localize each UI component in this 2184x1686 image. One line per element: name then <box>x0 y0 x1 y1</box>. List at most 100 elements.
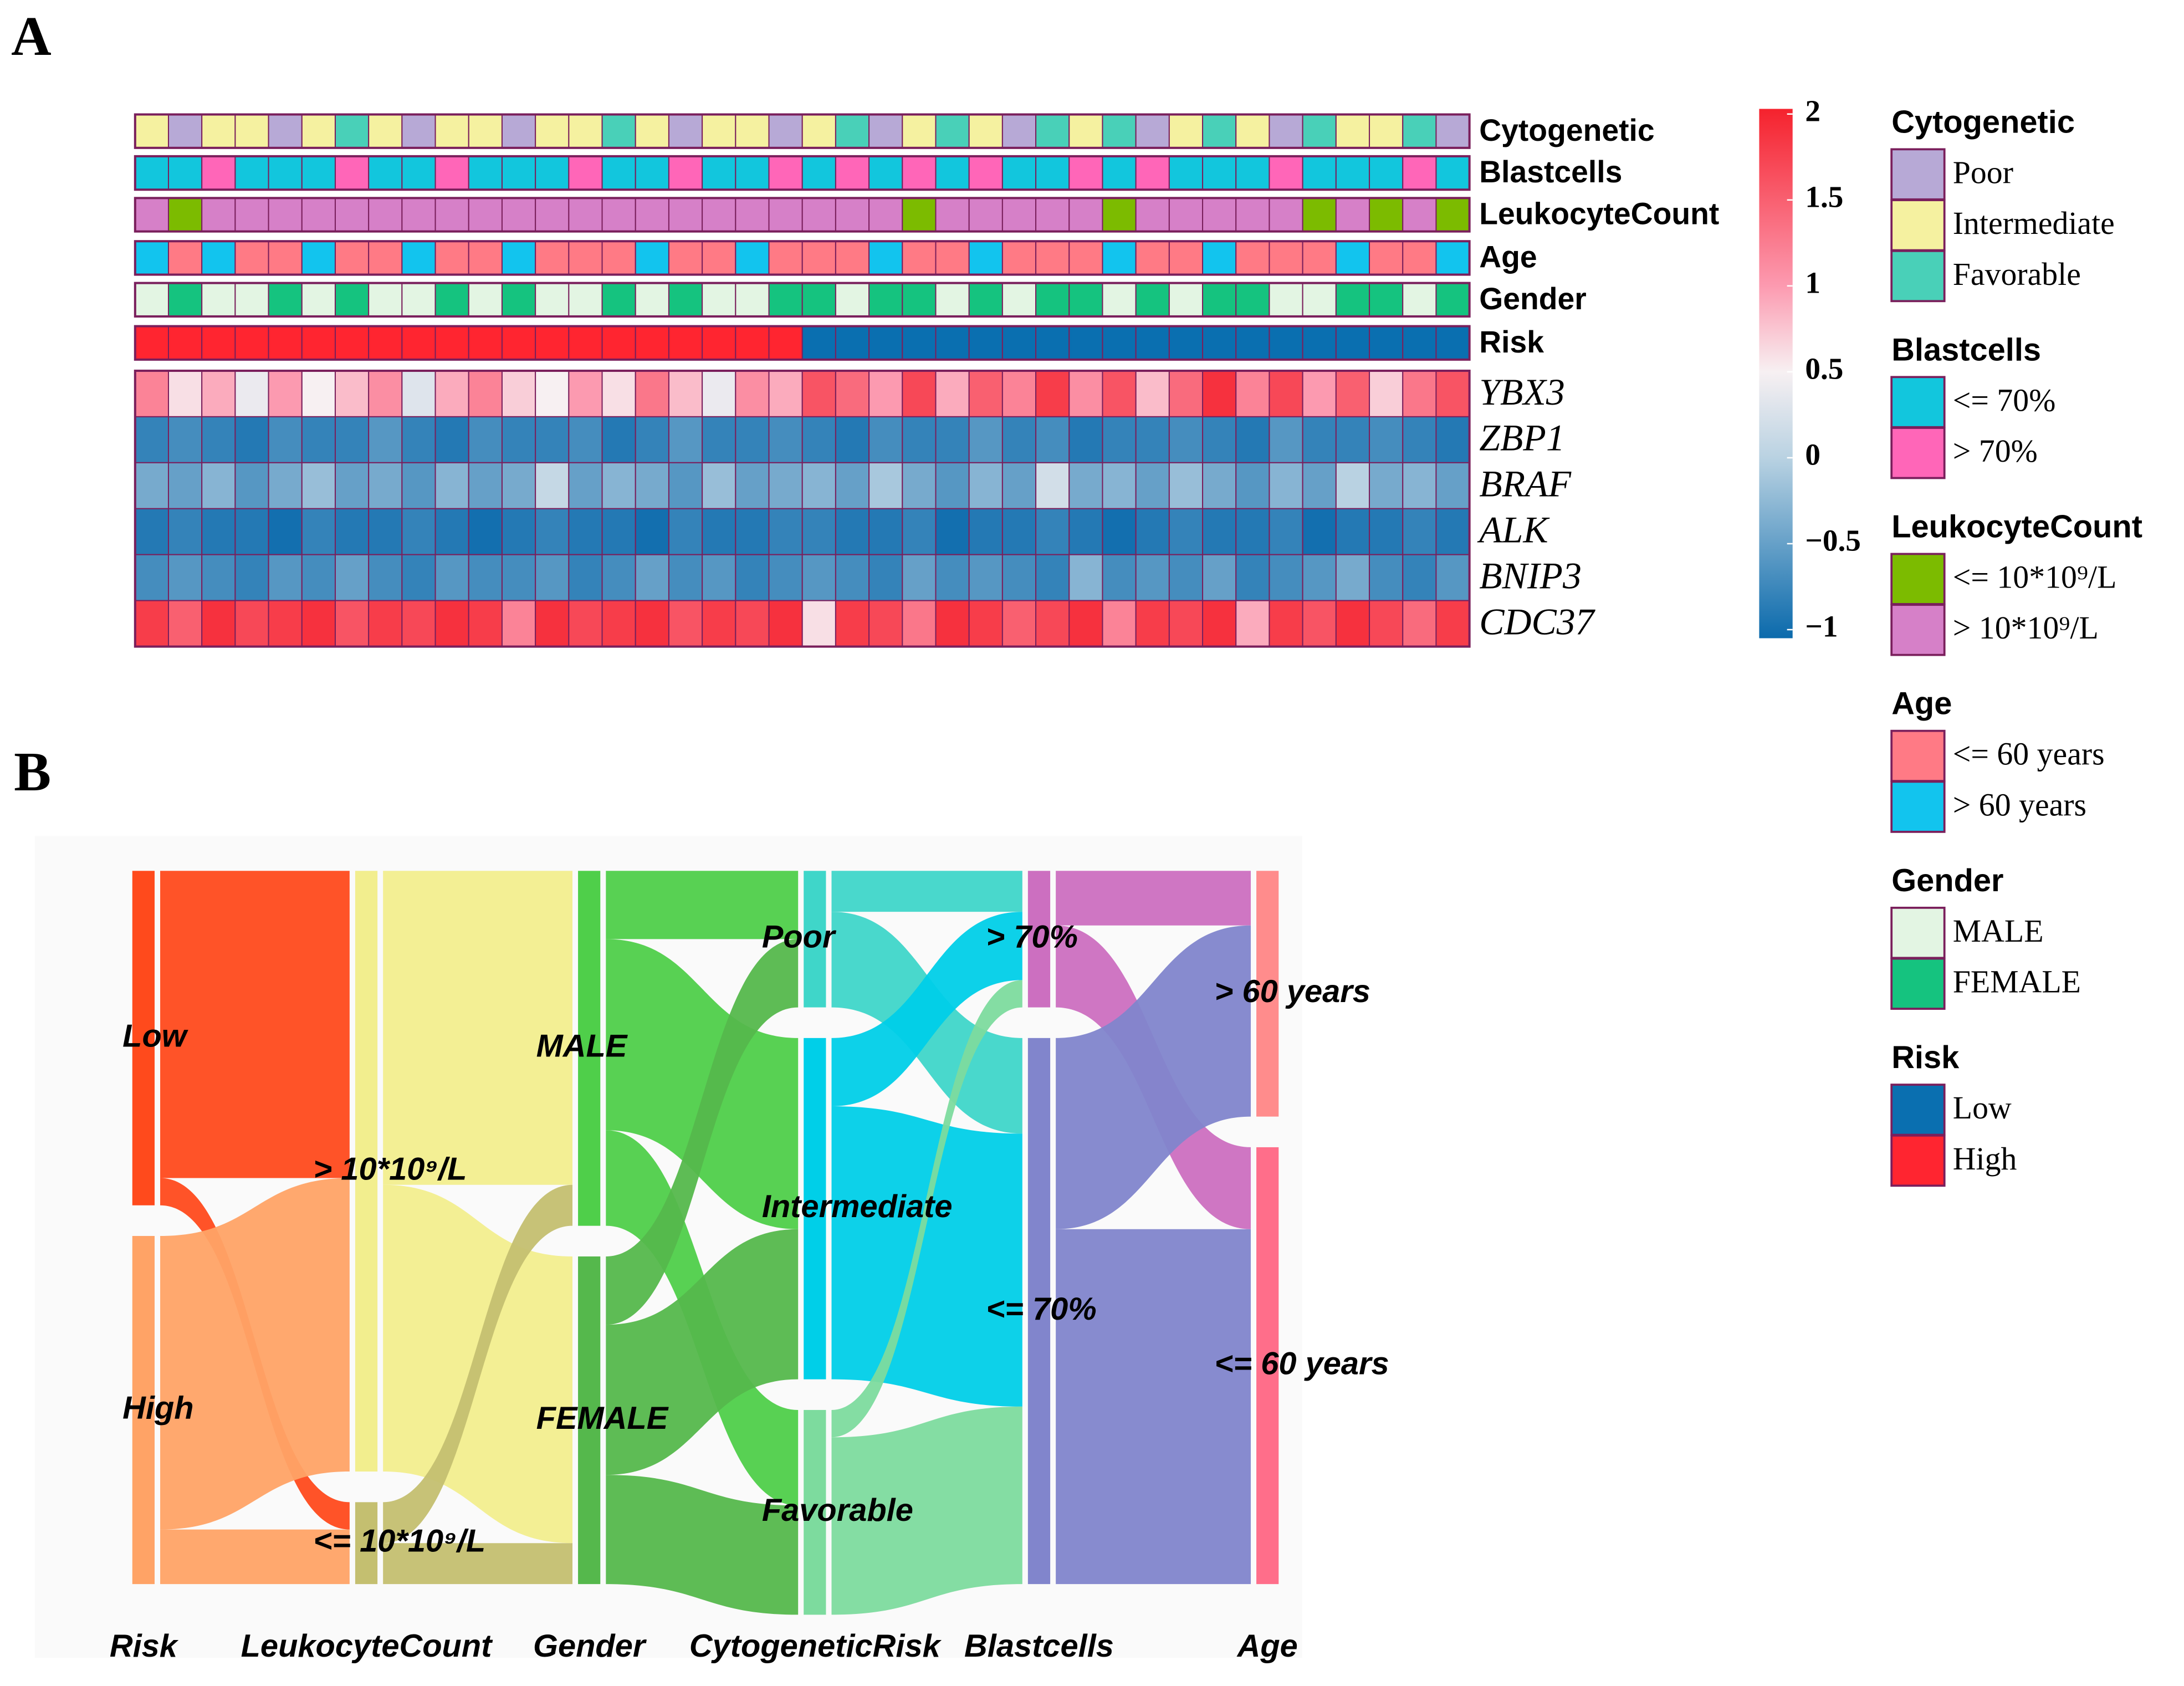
annotation-cell <box>902 197 937 232</box>
annotation-cell <box>702 282 736 317</box>
flow <box>1056 1229 1251 1585</box>
annotation-label: Blastcells <box>1479 155 1622 189</box>
heatmap-cell <box>501 600 536 647</box>
heatmap-cell <box>801 370 836 417</box>
heatmap-cell <box>501 462 536 509</box>
heatmap-cell <box>868 370 903 417</box>
annotation-cell <box>268 282 303 317</box>
annotation-cell <box>401 325 436 360</box>
heatmap-cell <box>401 462 436 509</box>
annotation-cell <box>868 114 903 149</box>
annotation-cell <box>1235 325 1270 360</box>
heatmap-cell <box>1001 462 1037 509</box>
heatmap-cell <box>301 508 336 555</box>
annotation-cell <box>1168 282 1204 317</box>
heatmap-cell <box>201 508 236 555</box>
annotation-cell <box>234 325 269 360</box>
heatmap-cell <box>1369 416 1404 463</box>
heatmap-cell <box>768 600 803 647</box>
heatmap-cell <box>1135 554 1170 601</box>
flow <box>831 1406 1022 1615</box>
heatmap-cell <box>1168 370 1204 417</box>
annotation-cell <box>868 241 903 275</box>
annotation-cell <box>468 325 503 360</box>
heatmap-cell <box>1001 370 1037 417</box>
panel-label: A <box>11 5 52 67</box>
heatmap-cell <box>1168 554 1204 601</box>
flow <box>383 1184 573 1544</box>
annotation-cell <box>568 114 603 149</box>
heatmap-cell <box>601 508 636 555</box>
annotation-cell <box>501 197 536 232</box>
annotation-cell <box>1269 282 1303 317</box>
heatmap-cell <box>468 600 503 647</box>
annotation-cell <box>1302 114 1337 149</box>
annotation-cell <box>1402 197 1437 232</box>
gene-label: ZBP1 <box>1479 417 1565 459</box>
annotation-cell <box>1102 155 1137 191</box>
heatmap-cell <box>401 370 436 417</box>
heatmap-cell <box>1102 554 1137 601</box>
legend-swatch <box>1890 376 1946 428</box>
annotation-cell <box>201 241 236 275</box>
heatmap-cell <box>1035 416 1070 463</box>
annotation-label: LeukocyteCount <box>1479 197 1719 231</box>
heatmap-cell <box>134 508 170 555</box>
annotation-cell <box>301 282 336 317</box>
node <box>1256 1147 1279 1585</box>
annotation-cell <box>1135 114 1170 149</box>
annotation-cell <box>234 282 269 317</box>
annotation-cell <box>702 325 736 360</box>
annotation-cell <box>735 241 770 275</box>
annotation-cell <box>1202 282 1237 317</box>
legend-swatch <box>1890 553 1946 605</box>
heatmap-cell <box>868 600 903 647</box>
annotation-cell <box>201 114 236 149</box>
heatmap-cell <box>234 508 269 555</box>
node <box>578 871 601 1226</box>
heatmap-cell <box>167 370 203 417</box>
heatmap-cell <box>1269 600 1303 647</box>
heatmap-cell <box>1335 462 1370 509</box>
heatmap-cell <box>568 600 603 647</box>
gene-label: YBX3 <box>1479 371 1565 413</box>
annotation-cell <box>468 282 503 317</box>
axis-label: Blastcells <box>964 1628 1114 1664</box>
heatmap-cell <box>301 600 336 647</box>
annotation-label: Gender <box>1479 282 1587 316</box>
flow <box>606 1475 799 1615</box>
axis-label: Risk <box>110 1628 179 1664</box>
legend-swatch <box>1890 1134 1946 1187</box>
heatmap-cell <box>568 416 603 463</box>
annotation-cell <box>368 155 403 191</box>
heatmap-cell <box>1035 508 1070 555</box>
row-border <box>134 282 1471 318</box>
annotation-cell <box>501 114 536 149</box>
heatmap-cell <box>1001 508 1037 555</box>
heatmap-cell <box>768 370 803 417</box>
heatmap-cell <box>134 554 170 601</box>
annotation-cell <box>1435 197 1470 232</box>
annotation-cell <box>1001 325 1037 360</box>
row-border <box>134 155 1471 191</box>
annotation-cell <box>334 114 370 149</box>
heatmap-cell <box>1269 416 1303 463</box>
heatmap-cell <box>334 462 370 509</box>
annotation-cell <box>234 197 269 232</box>
annotation-cell <box>434 197 469 232</box>
heatmap-cell <box>835 462 870 509</box>
flow <box>831 871 1022 912</box>
annotation-cell <box>1035 282 1070 317</box>
heatmap-cell <box>835 370 870 417</box>
annotation-cell <box>1302 197 1337 232</box>
heatmap-cell <box>501 554 536 601</box>
heatmap-cell <box>1402 508 1437 555</box>
heatmap-cell <box>968 554 1003 601</box>
annotation-cell <box>568 325 603 360</box>
heatmap-cell <box>201 554 236 601</box>
heatmap-cell <box>835 508 870 555</box>
heatmap-cell <box>434 508 469 555</box>
gene-label: CDC37 <box>1479 601 1595 642</box>
heatmap-cell <box>635 416 669 463</box>
annotation-cell <box>968 114 1003 149</box>
